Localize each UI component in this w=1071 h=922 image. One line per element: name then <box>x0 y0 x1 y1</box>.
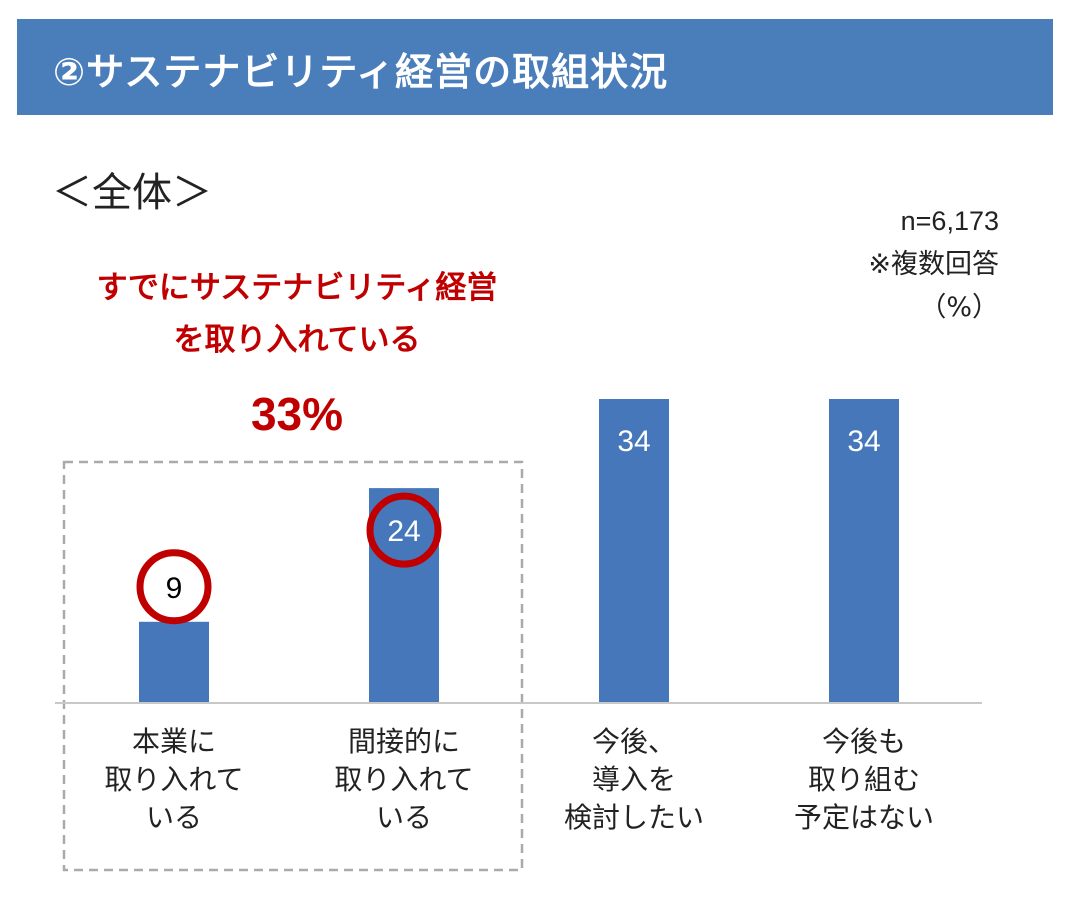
highlight-circle-1 <box>136 549 212 625</box>
category-label-2: 間接的に取り入れている <box>304 723 504 837</box>
sample-size: n=6,173 <box>900 206 999 236</box>
unit-label: （%） <box>919 292 999 323</box>
category-label-line: 間接的に <box>347 725 460 758</box>
category-label-line: 取り組む <box>807 763 920 796</box>
category-label-line: 予定はない <box>793 801 934 834</box>
category-label-4: 今後も取り組む予定はない <box>764 723 964 837</box>
bar-value-label-4: 34 <box>847 425 880 458</box>
category-label-line: いる <box>375 801 432 834</box>
highlight-dashed-box <box>62 460 524 872</box>
bar-3 <box>599 399 669 702</box>
bar-value-label-1: 9 <box>166 572 183 605</box>
bar-1 <box>139 621 209 702</box>
category-label-line: 導入を <box>591 763 676 796</box>
category-label-line: 今後、 <box>591 725 676 758</box>
category-label-1: 本業に取り入れている <box>74 723 274 837</box>
chart-meta: n=6,173 ※複数回答 （%） <box>868 200 999 329</box>
callout-value: 33% <box>250 388 344 440</box>
category-label-line: 本業に <box>131 725 216 758</box>
header-bar: ②サステナビリティ経営の取組状況 <box>17 19 1053 115</box>
category-label-line: いる <box>145 801 202 834</box>
category-label-line: 取り入れて <box>334 763 474 796</box>
category-label-3: 今後、導入を検討したい <box>534 723 734 837</box>
category-label-line: 今後も <box>821 725 906 758</box>
category-label-line: 検討したい <box>563 801 704 834</box>
category-label-line: 取り入れて <box>104 763 244 796</box>
callout-line-1: すでにサステナビリティ経営 <box>96 270 498 306</box>
bar-2 <box>369 488 439 702</box>
highlight-circle-2 <box>366 492 442 568</box>
bar-value-label-2: 24 <box>387 515 420 548</box>
bar-4 <box>829 399 899 702</box>
page-title: ②サステナビリティ経営の取組状況 <box>53 50 669 94</box>
section-label: ＜全体＞ <box>52 170 212 216</box>
bar-value-label-3: 34 <box>617 425 650 458</box>
callout-line-2: を取り入れている <box>173 322 421 358</box>
multiple-answer-note: ※複数回答 <box>868 249 999 280</box>
callout: すでにサステナビリティ経営 を取り入れている 33% <box>52 262 542 444</box>
